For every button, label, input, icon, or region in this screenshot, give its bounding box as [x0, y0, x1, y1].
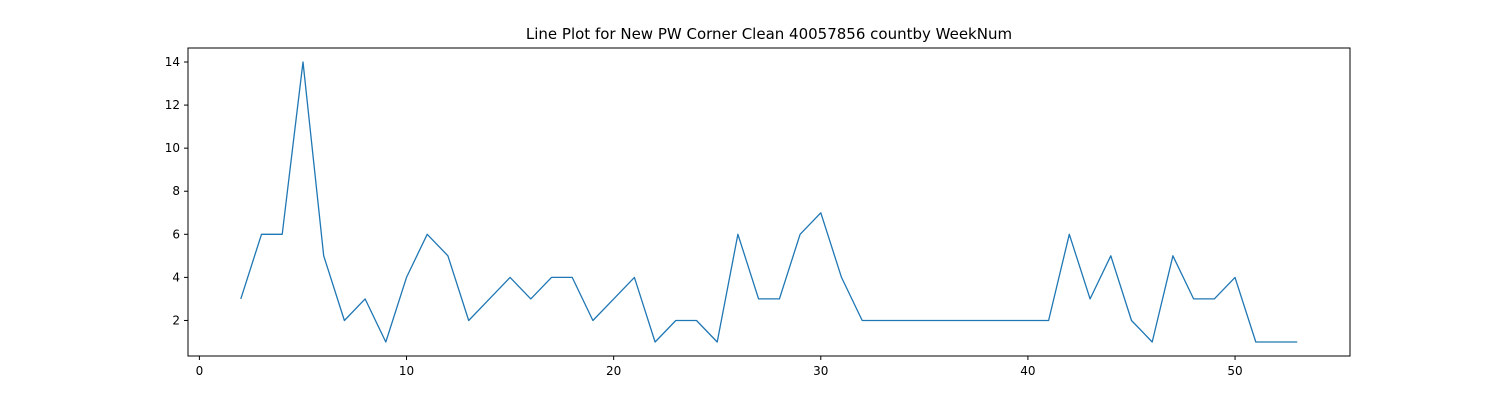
- y-tick-label: 6: [172, 227, 180, 241]
- x-tick-label: 40: [1020, 364, 1035, 378]
- y-tick-label: 12: [165, 98, 180, 112]
- series-layer: [240, 61, 1298, 343]
- x-tick-label: 20: [606, 364, 621, 378]
- x-tick-label: 0: [196, 364, 204, 378]
- y-tick-label: 10: [165, 141, 180, 155]
- series-line-0: [240, 61, 1298, 343]
- y-axis: 2 4 6 8 10 12 14: [165, 55, 188, 327]
- x-tick-label: 50: [1227, 364, 1242, 378]
- chart-title: Line Plot for New PW Corner Clean 400578…: [526, 25, 1012, 43]
- x-axis: 0 10 20 30 40 50: [196, 356, 1243, 378]
- y-tick-label: 2: [172, 313, 180, 327]
- y-tick-label: 14: [165, 55, 180, 69]
- y-tick-label: 8: [172, 184, 180, 198]
- x-tick-label: 10: [399, 364, 414, 378]
- x-tick-label: 30: [813, 364, 828, 378]
- y-tick-label: 4: [172, 270, 180, 284]
- plot-area: [187, 47, 1351, 357]
